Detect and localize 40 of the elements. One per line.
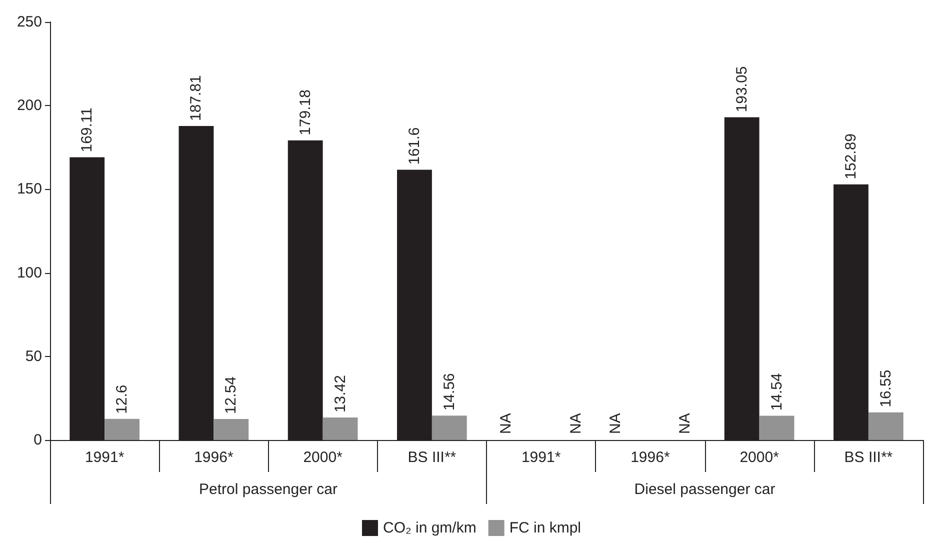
y-tick-label: 200	[16, 97, 42, 114]
data-label: 179.18	[296, 90, 314, 136]
bar	[432, 416, 467, 440]
data-label: 187.81	[188, 75, 205, 121]
legend-label: CO₂ in gm/km	[382, 520, 476, 536]
data-label: 12.6	[114, 384, 131, 414]
y-tick-label: 150	[16, 180, 42, 198]
x-tick-label: 1996*	[194, 449, 234, 466]
x-tick-label: BS III**	[844, 449, 893, 466]
text: NA	[498, 413, 515, 434]
bar	[214, 419, 249, 440]
data-label: 193.05	[733, 66, 750, 112]
data-label: 12.54	[222, 376, 240, 414]
y-tick-label: 100	[16, 264, 42, 282]
y-tick-label: 50	[25, 348, 42, 365]
text: Diesel passenger car	[634, 481, 776, 498]
text: NA	[676, 413, 694, 434]
data-label: 169.11	[78, 107, 96, 152]
x-tick-label: 1991*	[84, 449, 124, 466]
text: Petrol passenger car	[199, 481, 338, 498]
x-tick-label: 2000*	[303, 449, 343, 466]
text: NA	[567, 413, 584, 434]
bar	[759, 416, 794, 440]
data-label: 152.89	[842, 133, 860, 180]
bar	[322, 418, 358, 440]
x-tick-label: 1991*	[521, 449, 561, 466]
y-tick-label: 0	[34, 432, 42, 448]
bar	[104, 418, 140, 440]
x-tick-label: 1996*	[630, 449, 670, 466]
x-tick-label: 2000*	[740, 449, 780, 466]
data-label: 161.6	[406, 127, 423, 165]
bar	[868, 412, 904, 440]
data-label: 14.54	[768, 373, 786, 411]
text: NA	[606, 413, 624, 434]
data-label: 14.56	[440, 373, 458, 411]
legend-label: FC in kmpl	[509, 520, 582, 536]
data-label: 13.42	[332, 375, 349, 413]
y-tick-label: 250	[16, 14, 42, 30]
x-tick-label: BS III**	[408, 449, 456, 466]
data-label: 16.55	[877, 370, 894, 408]
